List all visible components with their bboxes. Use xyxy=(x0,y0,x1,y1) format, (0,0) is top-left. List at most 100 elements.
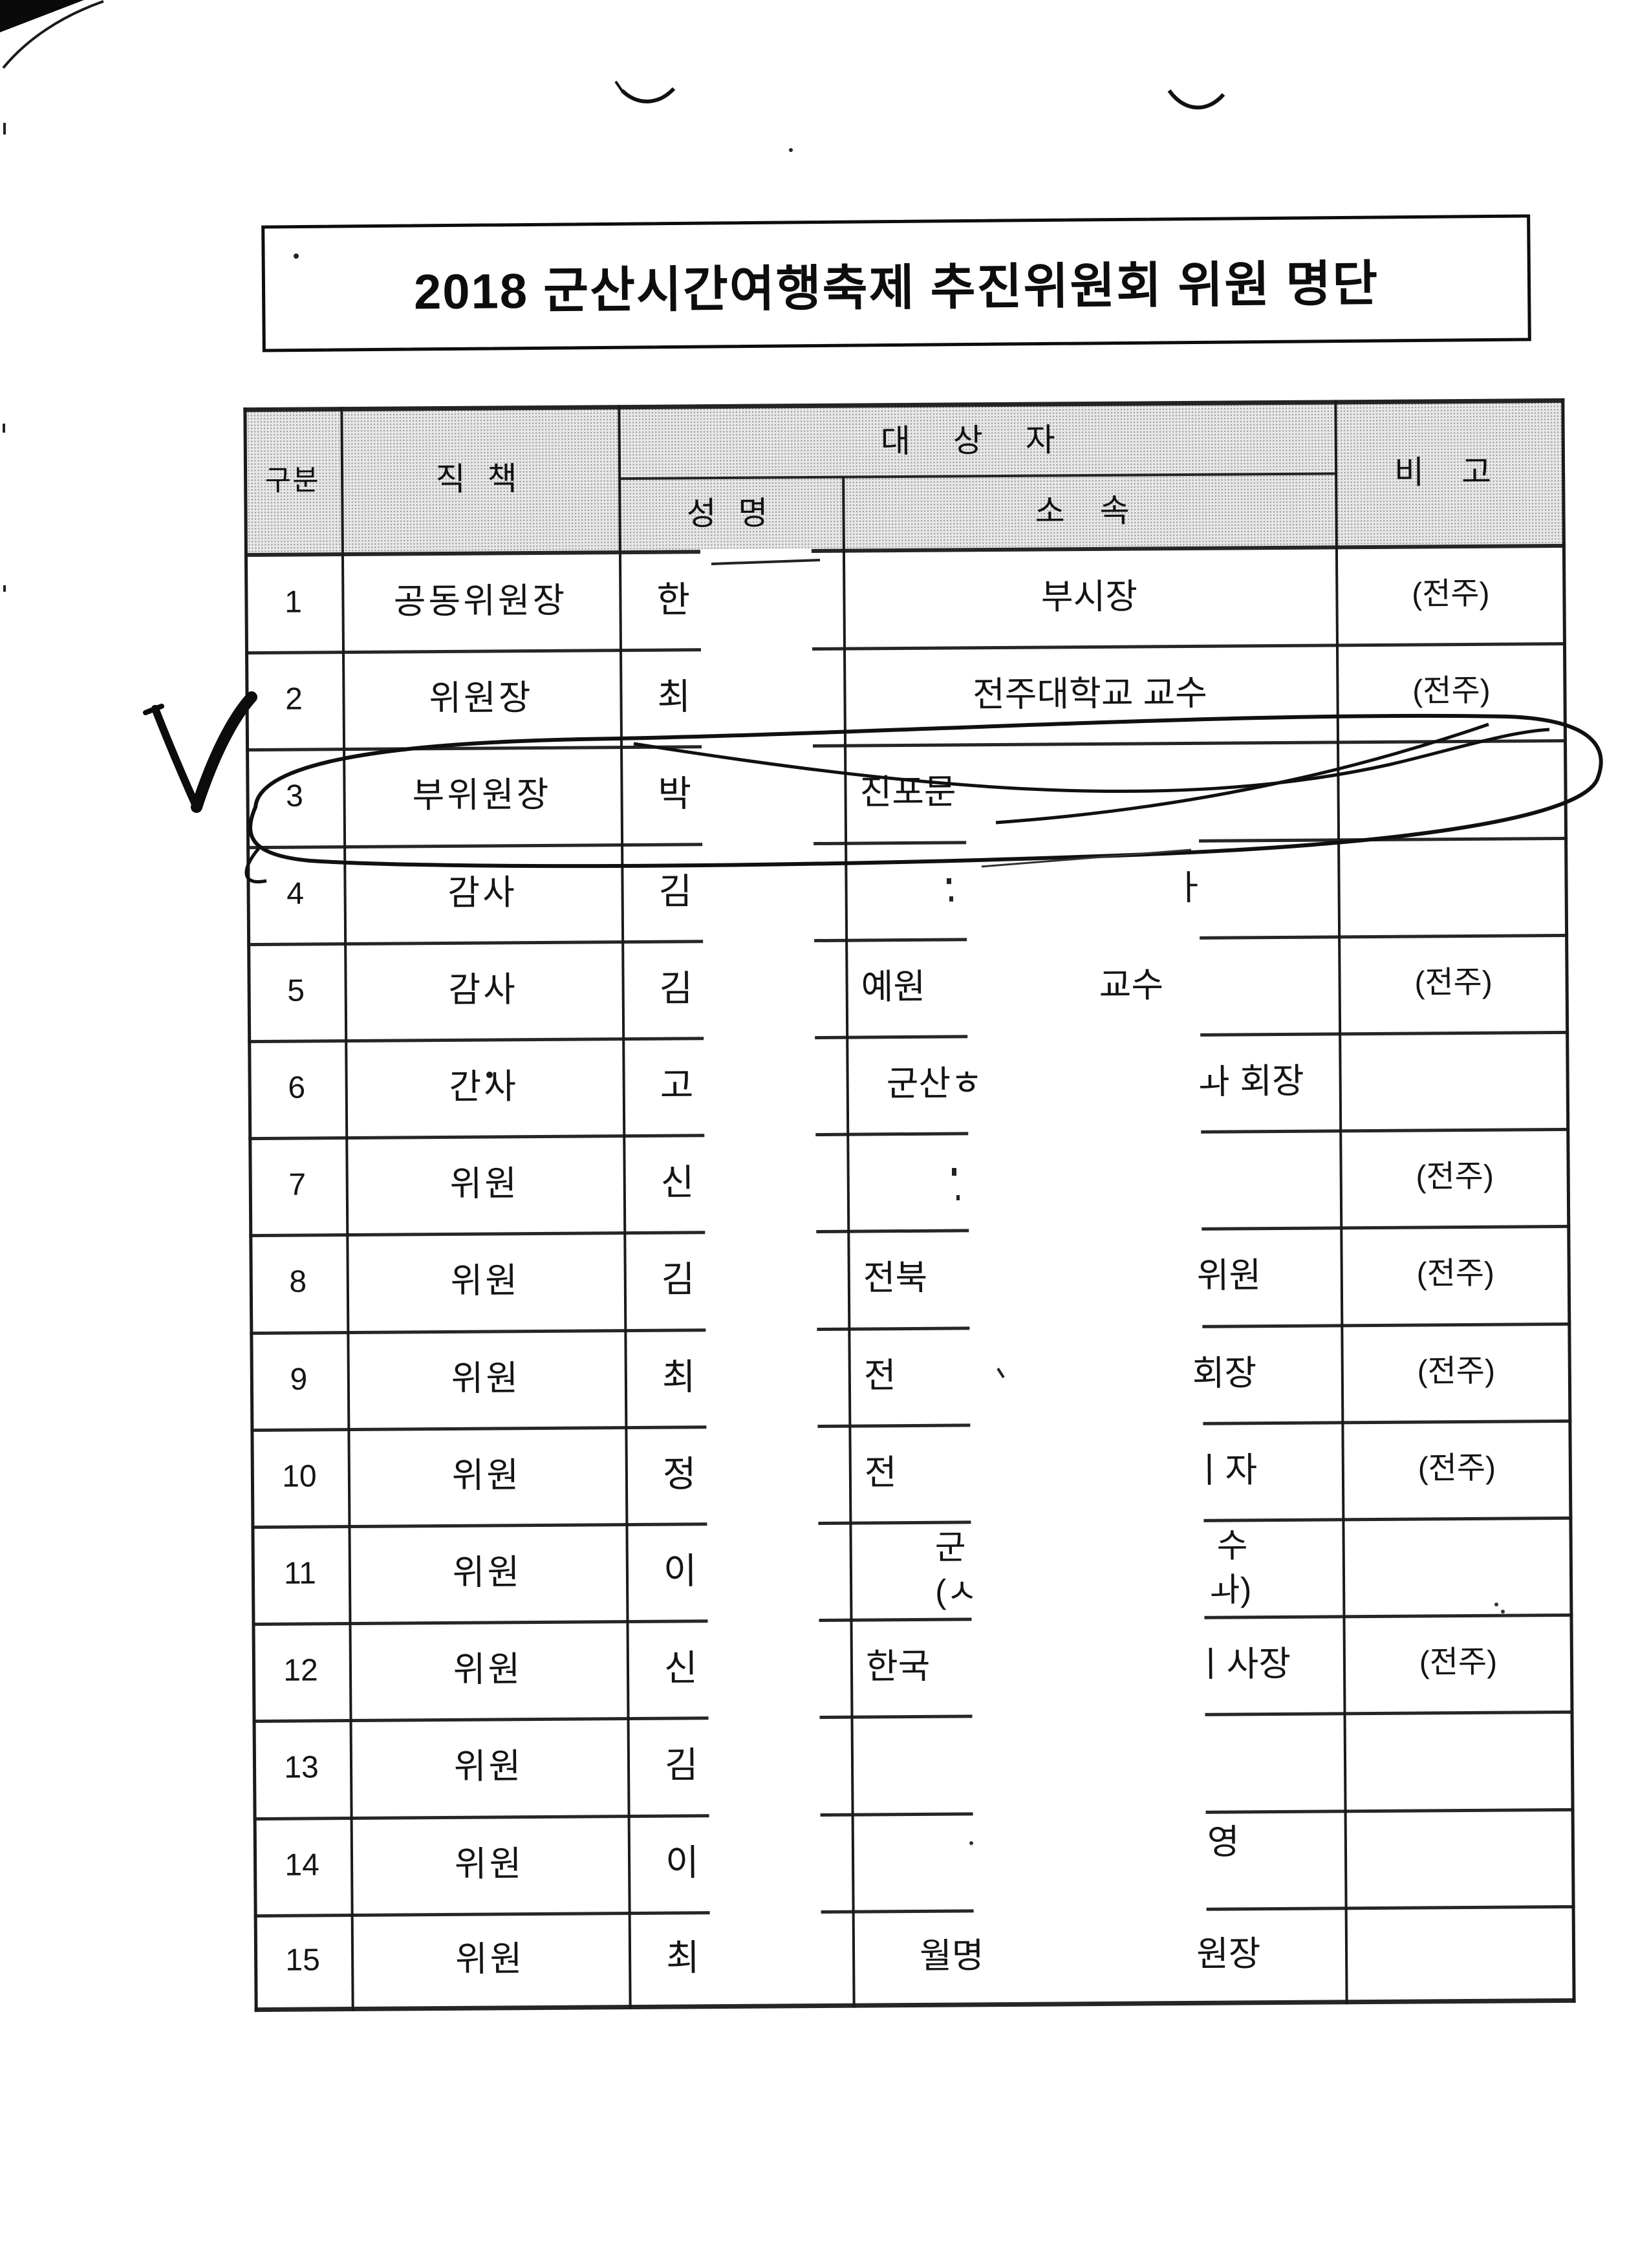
row-no: 13 xyxy=(284,1750,319,1785)
header-affiliation: 소 속 xyxy=(1035,492,1143,530)
table-row: 4 감사 김 ㅏ xyxy=(246,837,1568,943)
row-no: 10 xyxy=(282,1459,317,1494)
name-char: 고 xyxy=(660,1064,694,1106)
row-note xyxy=(1343,1711,1574,1809)
scan-squiggle xyxy=(620,87,676,103)
row-no: 2 xyxy=(285,682,303,717)
row-position: 위원 xyxy=(455,1939,525,1979)
row-no: 8 xyxy=(289,1264,307,1299)
row-affiliation: 한국 ㅣ사장 xyxy=(850,1615,1343,1715)
affiliation-fragment: 군산ㅎ xyxy=(886,1064,983,1104)
row-affiliation xyxy=(846,1129,1340,1229)
affiliation-fragment: 군 xyxy=(934,1529,966,1567)
row-note xyxy=(1342,1517,1573,1615)
scan-speck xyxy=(3,123,6,135)
name-char: 최 xyxy=(662,1356,696,1398)
table-row: 14 위원 이 영 xyxy=(253,1808,1575,1914)
row-name: 이 xyxy=(628,1813,852,1912)
row-name: 신 xyxy=(623,1133,847,1231)
affiliation-fragment: 전 xyxy=(864,1453,897,1493)
row-no: 5 xyxy=(287,973,305,1008)
name-char: 이 xyxy=(665,1842,699,1883)
affiliation-fragment: ㅣ자 xyxy=(1192,1451,1258,1490)
header-note: 비 고 xyxy=(1394,453,1506,491)
row-affiliation: 부시장 xyxy=(843,546,1336,647)
row-affiliation: 전 ㅣ자 xyxy=(848,1421,1342,1521)
affiliation-text: 전주대학교 교수 xyxy=(972,673,1208,715)
row-note: (전주) xyxy=(1414,965,1493,1000)
table-row: 1 공동위원장 한 부시장 (전주) xyxy=(244,545,1566,651)
affiliation-fragment: 위원 xyxy=(1196,1256,1262,1295)
row-name: 이 xyxy=(625,1522,850,1620)
affiliation-fragment: 회장 xyxy=(1192,1354,1257,1393)
affiliation-fragment: 전북 xyxy=(863,1258,928,1298)
row-no: 11 xyxy=(283,1556,317,1591)
name-char: 김 xyxy=(661,1258,695,1300)
committee-table: 구분 직 책 대 상 자 성 명 소 속 비 고 1 공동위원장 한 부시장 (… xyxy=(243,398,1576,2013)
row-no: 6 xyxy=(288,1070,306,1105)
table-row: 8 위원 김 전북 위원 (전주) xyxy=(249,1225,1571,1331)
name-char: 김 xyxy=(659,967,693,1009)
row-position: 위원 xyxy=(452,1553,523,1592)
row-position: 간사 xyxy=(449,1067,519,1107)
affiliation-fragment: 전 xyxy=(863,1356,896,1396)
table-row: 13 위원 김 xyxy=(253,1711,1575,1817)
row-position: 공동위원장 xyxy=(393,581,568,621)
table-row: 7 위원 신 (전주) xyxy=(248,1128,1570,1234)
row-affiliation: 전 회장 xyxy=(848,1324,1341,1424)
scan-squiggle xyxy=(1167,89,1225,110)
table-row: 9 위원 최 전 회장 (전주) xyxy=(250,1323,1571,1429)
header-position: 직 책 xyxy=(435,460,524,498)
row-name: 고 xyxy=(622,1036,846,1134)
scan-speck xyxy=(3,585,6,592)
scan-squiggle xyxy=(614,80,624,93)
affiliation-fragment: (ㅅ xyxy=(934,1573,978,1611)
table-row: 15 위원 최 월명 원장 xyxy=(254,1905,1576,2007)
row-note xyxy=(1345,1905,1576,2003)
table-row: 5 감사 김 예원 교수 (전주) xyxy=(247,934,1569,1040)
row-no: 14 xyxy=(285,1848,319,1883)
scan-corner-artifact xyxy=(0,0,84,32)
row-name: 박 xyxy=(620,744,845,843)
table-row: 10 위원 정 전 ㅣ자 (전주) xyxy=(250,1420,1572,1526)
name-char: 신 xyxy=(663,1647,698,1689)
affiliation-fragment: 한국 xyxy=(865,1647,931,1687)
row-note xyxy=(1337,739,1568,837)
row-note xyxy=(1337,837,1568,935)
header-target: 대 상 자 xyxy=(880,422,1072,460)
affiliation-text: 부시장 xyxy=(1040,577,1138,617)
row-affiliation: 전주대학교 교수 xyxy=(843,643,1337,744)
row-position: 감사 xyxy=(447,873,518,913)
row-name: 정 xyxy=(625,1425,849,1523)
row-note xyxy=(1344,1808,1575,1906)
header-no: 구분 xyxy=(264,464,320,497)
row-position: 부위원장 xyxy=(412,775,552,815)
row-position: 위원 xyxy=(451,1456,522,1495)
row-note xyxy=(1339,1031,1569,1129)
row-name: 최 xyxy=(620,647,844,746)
page-title: 2018 군산시간여행축제 추진위원회 위원 명단 xyxy=(413,256,1379,320)
name-char: 박 xyxy=(658,773,692,814)
row-position: 위원 xyxy=(451,1359,521,1398)
row-name: 김 xyxy=(621,842,845,940)
row-position: 위원 xyxy=(454,1844,524,1884)
row-note: (전주) xyxy=(1412,673,1491,709)
table-row: 11 위원 이 군수 (ㅅ ㅘ) xyxy=(251,1517,1573,1623)
row-affiliation: 군산ㅎ ㅘ 회장 xyxy=(846,1032,1339,1132)
row-position: 위원 xyxy=(449,1164,520,1204)
affiliation-fragment: 예원 xyxy=(861,967,926,1007)
scan-corner-artifact xyxy=(2,0,104,69)
row-name: 김 xyxy=(621,939,846,1037)
row-note: (전주) xyxy=(1416,1159,1494,1194)
row-name: 한 xyxy=(619,550,843,649)
table-row: 6 간사 고 군산ㅎ ㅘ 회장 xyxy=(248,1031,1569,1137)
affiliation-fragment: ㅘ) xyxy=(1209,1571,1252,1609)
checkmark-icon xyxy=(143,691,257,813)
row-note: (전주) xyxy=(1417,1451,1496,1486)
name-char: 이 xyxy=(663,1550,697,1592)
name-char: 김 xyxy=(658,870,693,912)
name-char: 신 xyxy=(660,1161,695,1203)
row-affiliation: 영 xyxy=(852,1809,1345,1910)
row-name: 최 xyxy=(624,1328,848,1426)
header-name: 성 명 xyxy=(686,495,775,532)
